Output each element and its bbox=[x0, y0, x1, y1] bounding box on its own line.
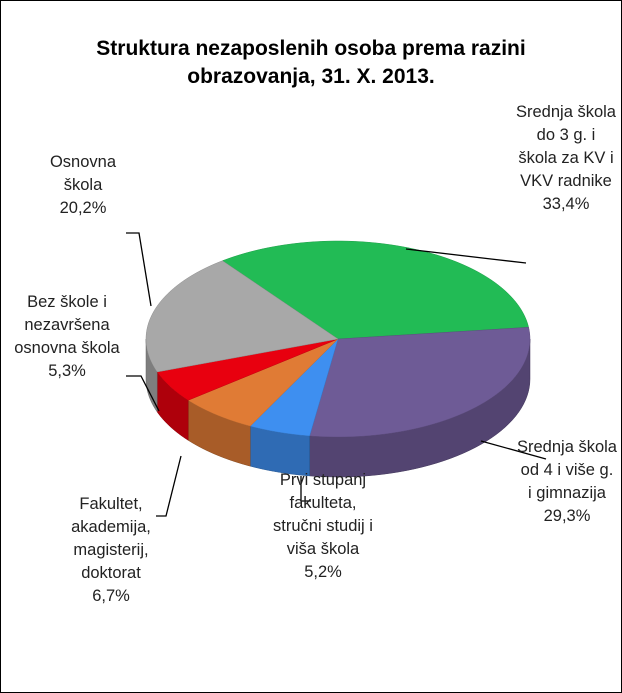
value-label: 20,2% bbox=[59, 199, 107, 217]
slice-label: Fakultet, akademija, magisterij, doktora… bbox=[56, 493, 166, 608]
value-label: 29,3% bbox=[543, 507, 591, 525]
pie-slice bbox=[156, 338, 339, 401]
value-label: 5,3% bbox=[48, 362, 86, 380]
category-label: Prvi stupanj fakulteta, stručni studij i… bbox=[273, 471, 373, 558]
slice-label: Bez škole i nezavršena osnovna škola 5,3% bbox=[11, 291, 123, 383]
slice-label: Srednja škola do 3 g. i škola za KV i VK… bbox=[516, 101, 616, 216]
pie-slice bbox=[249, 338, 339, 437]
category-label: Srednja škola do 3 g. i škola za KV i VK… bbox=[516, 103, 616, 190]
pie-slice bbox=[187, 338, 339, 427]
value-label: 6,7% bbox=[92, 587, 130, 605]
pie-slice bbox=[221, 240, 529, 340]
slice-label: Srednja škola od 4 i više g. i gimnazija… bbox=[517, 436, 617, 528]
category-label: Osnovna škola bbox=[49, 153, 117, 194]
chart-title: Struktura nezaposlenih osoba prema razin… bbox=[96, 37, 526, 88]
category-label: Srednja škola od 4 i više g. i gimnazija bbox=[517, 438, 617, 502]
slice-label: Osnovna škola 20,2% bbox=[38, 151, 128, 220]
value-label: 5,2% bbox=[304, 563, 342, 581]
category-label: Bez škole i nezavršena osnovna škola bbox=[14, 293, 120, 357]
pie-slice bbox=[145, 260, 339, 373]
pie-slice bbox=[309, 326, 531, 438]
category-label: Fakultet, akademija, magisterij, doktora… bbox=[71, 495, 151, 582]
slice-label: Prvi stupanj fakulteta, stručni studij i… bbox=[268, 469, 378, 584]
leader-lines bbox=[126, 232, 547, 517]
value-label: 33,4% bbox=[542, 195, 590, 213]
